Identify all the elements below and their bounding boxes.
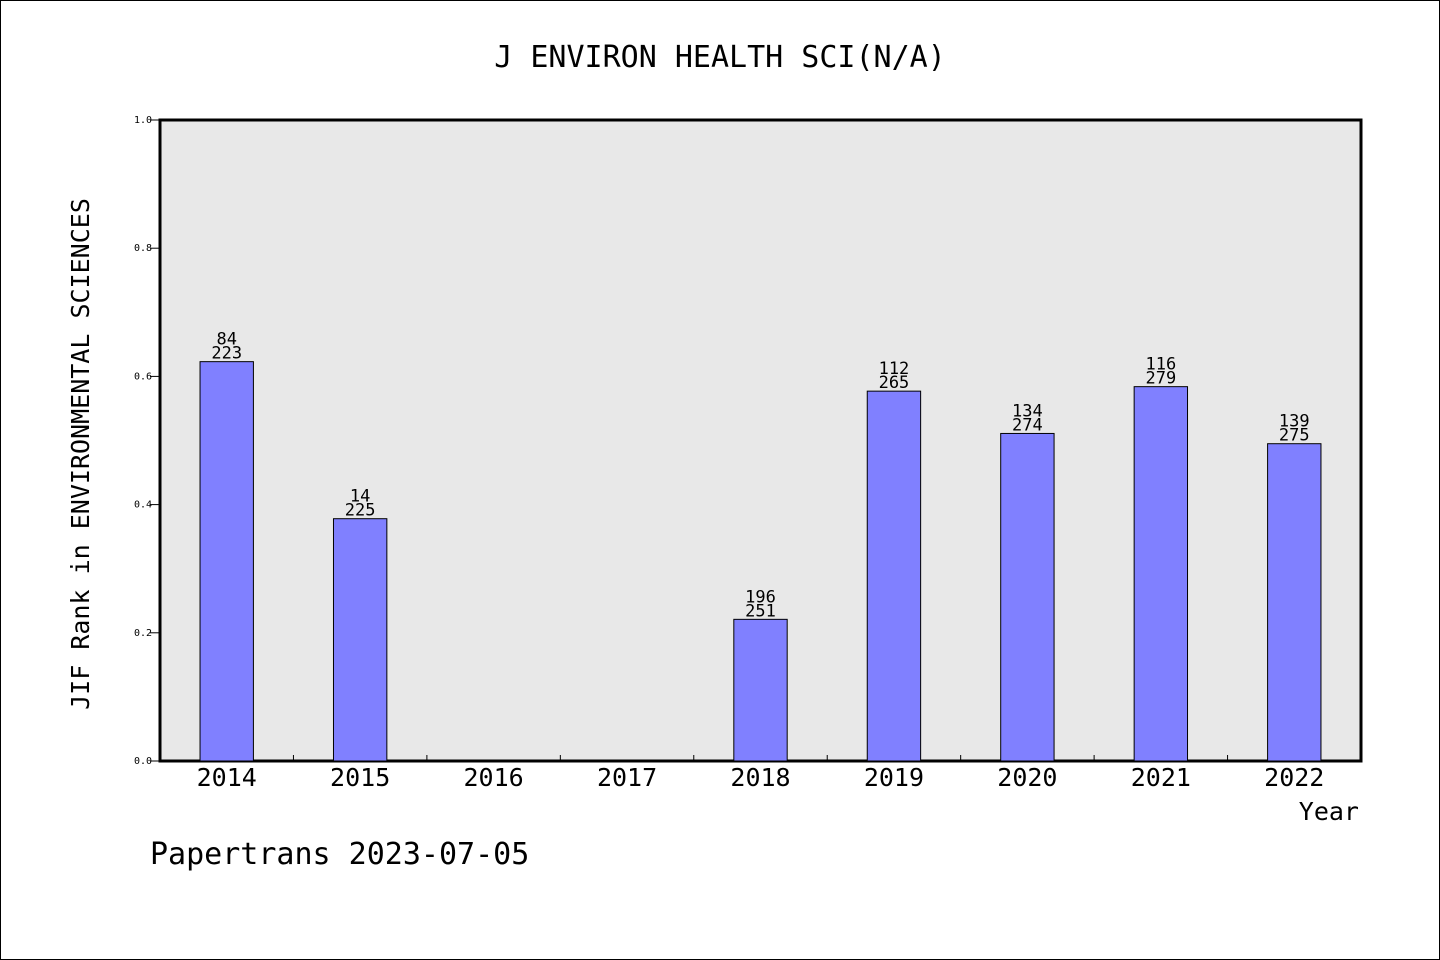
chart-title: J ENVIRON HEALTH SCI(N/A) bbox=[494, 40, 946, 75]
bar-label-rank: 112 bbox=[879, 359, 910, 379]
bar-label-total: 251 bbox=[745, 601, 776, 621]
y-tick-label: 0.2 bbox=[134, 628, 152, 639]
x-tick-label: 2017 bbox=[597, 763, 657, 792]
bar-label-total: 225 bbox=[345, 501, 376, 521]
bar-label-rank: 84 bbox=[216, 330, 236, 350]
y-tick-label: 0.4 bbox=[134, 500, 152, 511]
y-tick-label: 0.0 bbox=[134, 756, 152, 767]
y-tick-label: 0.6 bbox=[134, 371, 152, 382]
bar bbox=[866, 390, 922, 762]
x-tick-label: 2016 bbox=[464, 763, 524, 792]
bar bbox=[1133, 386, 1189, 762]
bar-label-total: 265 bbox=[879, 373, 910, 393]
x-axis-label: Year bbox=[1299, 797, 1359, 826]
bar-label-rank: 134 bbox=[1012, 401, 1043, 421]
bar bbox=[332, 518, 388, 762]
x-tick-label: 2021 bbox=[1131, 763, 1191, 792]
bar-label-rank: 196 bbox=[745, 587, 776, 607]
x-tick-label: 2022 bbox=[1264, 763, 1324, 792]
bar-label-rank: 116 bbox=[1145, 355, 1176, 375]
y-tick-label: 1.0 bbox=[134, 115, 152, 126]
bar-label-rank: 139 bbox=[1279, 412, 1310, 432]
y-axis: 0.0 0.2 0.4 0.6 0.8 1.0 bbox=[134, 115, 160, 767]
bar bbox=[733, 618, 788, 762]
x-tick-label: 2018 bbox=[730, 763, 790, 792]
bar-label-total: 274 bbox=[1012, 415, 1043, 435]
bar bbox=[199, 361, 254, 762]
bar-label-total: 275 bbox=[1279, 426, 1310, 446]
y-axis-label: JIF Rank in ENVIRONMENTAL SCIENCES bbox=[66, 198, 95, 710]
bar bbox=[1000, 432, 1055, 762]
x-axis: 2014 2015 2016 2017 2018 2019 2020 2021 2022 bbox=[197, 755, 1324, 792]
watermark-text: Papertrans 2023-07-05 bbox=[150, 837, 529, 872]
bar bbox=[1267, 443, 1322, 762]
y-tick-label: 0.8 bbox=[134, 243, 152, 254]
bar-label-total: 223 bbox=[211, 344, 242, 364]
bar-label-rank: 14 bbox=[350, 487, 370, 507]
x-tick-label: 2014 bbox=[197, 763, 257, 792]
x-tick-label: 2019 bbox=[864, 763, 924, 792]
bar-label-total: 279 bbox=[1145, 369, 1176, 389]
x-tick-label: 2015 bbox=[330, 763, 390, 792]
x-tick-label: 2020 bbox=[997, 763, 1057, 792]
